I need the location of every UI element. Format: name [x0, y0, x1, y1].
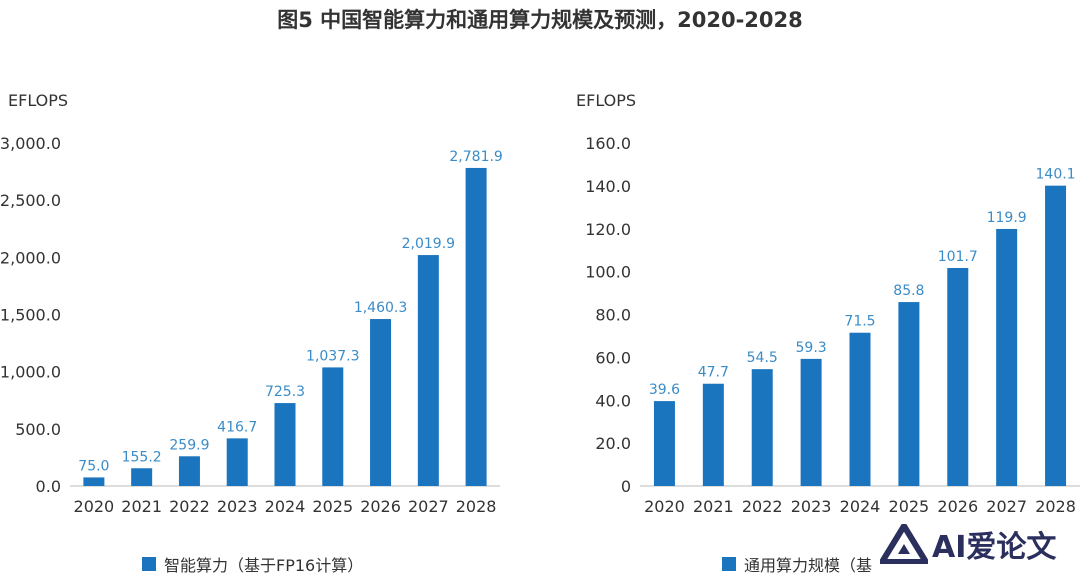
left-x-tick-label: 2027: [408, 497, 449, 516]
right-x-tick-label: 2022: [742, 497, 783, 516]
right-y-tick-label: 140.0: [585, 177, 631, 196]
right-value-label: 47.7: [698, 365, 729, 381]
left-y-tick-label: 0.0: [36, 477, 61, 496]
right-bar: [653, 401, 675, 486]
right-bar: [800, 358, 822, 486]
left-bar: [226, 438, 248, 486]
right-value-label: 71.5: [844, 314, 875, 330]
left-unit-label: EFLOPS: [8, 91, 68, 110]
chart-right-general-computing: EFLOPS 0 20.0 40.0 60.0 80.0 100.0 120.0 140.0 16…: [576, 91, 1080, 516]
left-value-label: 2,019.9: [402, 236, 455, 252]
legend-right: 通用算力规模（基: [722, 552, 882, 576]
left-x-tick-label: 2022: [169, 497, 210, 516]
legend-right-label: 通用算力规模（基: [744, 556, 873, 575]
left-x-tick-label: 2020: [74, 497, 115, 516]
right-x-tick-label: 2021: [693, 497, 734, 516]
right-value-label: 54.5: [747, 350, 778, 366]
right-y-tick-label: 100.0: [585, 263, 631, 282]
left-y-tick-label: 1,000.0: [0, 363, 61, 382]
right-bar: [702, 383, 724, 486]
left-y-tick-label: 1,500.0: [0, 306, 61, 325]
right-x-tick-label: 2020: [644, 497, 685, 516]
right-bar: [751, 369, 773, 486]
right-bar: [1045, 185, 1067, 486]
chart-left-intelligent-computing: EFLOPS 0.0 500.0 1,000.0 1,500.0 2,000.0 2,500…: [0, 91, 503, 516]
right-unit-label: EFLOPS: [576, 91, 636, 110]
left-value-label: 155.2: [122, 449, 162, 465]
right-value-label: 119.9: [987, 210, 1027, 226]
right-x-tick-label: 2028: [1035, 497, 1076, 516]
left-bar: [83, 477, 105, 486]
right-y-tick-label: 0: [621, 477, 631, 496]
left-x-tick-label: 2024: [265, 497, 306, 516]
left-value-label: 75.0: [78, 458, 109, 474]
left-value-label: 259.9: [169, 437, 209, 453]
right-y-tick-label: 20.0: [595, 434, 631, 453]
right-y-tick-label: 120.0: [585, 220, 631, 239]
left-bar: [322, 367, 344, 486]
left-y-tick-label: 2,000.0: [0, 248, 61, 267]
logo-text: AI爱论文: [932, 530, 1057, 565]
left-x-tick-label: 2025: [312, 497, 353, 516]
left-value-label: 1,460.3: [354, 300, 407, 316]
legend-swatch: [142, 557, 156, 571]
left-x-tick-label: 2026: [360, 497, 401, 516]
right-bar: [947, 267, 969, 486]
logo-a-icon: [880, 524, 928, 564]
right-x-tick-label: 2024: [840, 497, 881, 516]
left-value-label: 725.3: [265, 384, 305, 400]
right-x-tick-label: 2023: [791, 497, 832, 516]
right-x-tick-label: 2026: [937, 497, 978, 516]
right-bar: [849, 332, 871, 486]
left-bar: [131, 468, 153, 486]
left-y-tick-label: 3,000.0: [0, 134, 61, 153]
right-y-tick-label: 80.0: [595, 306, 631, 325]
right-value-label: 39.6: [649, 382, 680, 398]
left-bar: [465, 167, 487, 486]
right-y-tick-label: 160.0: [585, 134, 631, 153]
watermark-logo: AI爱论文: [880, 512, 1080, 576]
right-value-label: 140.1: [1036, 167, 1076, 183]
right-bar: [996, 228, 1018, 487]
right-y-tick-label: 60.0: [595, 348, 631, 367]
left-bar: [370, 319, 392, 486]
left-y-tick-label: 500.0: [15, 420, 61, 439]
left-x-tick-label: 2021: [121, 497, 162, 516]
chart-title: 图5 中国智能算力和通用算力规模及预测，2020-2028: [277, 8, 803, 32]
left-value-label: 416.7: [217, 419, 257, 435]
right-x-tick-label: 2027: [986, 497, 1027, 516]
right-value-label: 85.8: [893, 283, 924, 299]
left-bar: [178, 456, 200, 486]
right-y-tick-label: 40.0: [595, 391, 631, 410]
left-value-label: 1,037.3: [306, 348, 359, 364]
left-bar: [274, 403, 296, 486]
left-x-tick-label: 2023: [217, 497, 258, 516]
left-bar: [417, 255, 439, 486]
legend-left: 智能算力（基于FP16计算）: [142, 552, 363, 576]
left-x-tick-label: 2028: [456, 497, 497, 516]
left-value-label: 2,781.9: [449, 149, 502, 165]
right-bar: [898, 302, 920, 486]
left-y-tick-label: 2,500.0: [0, 191, 61, 210]
legend-left-label: 智能算力（基于FP16计算）: [164, 556, 364, 575]
right-value-label: 101.7: [938, 249, 978, 265]
right-value-label: 59.3: [796, 340, 827, 356]
right-x-tick-label: 2025: [889, 497, 930, 516]
legend-swatch: [722, 557, 736, 571]
